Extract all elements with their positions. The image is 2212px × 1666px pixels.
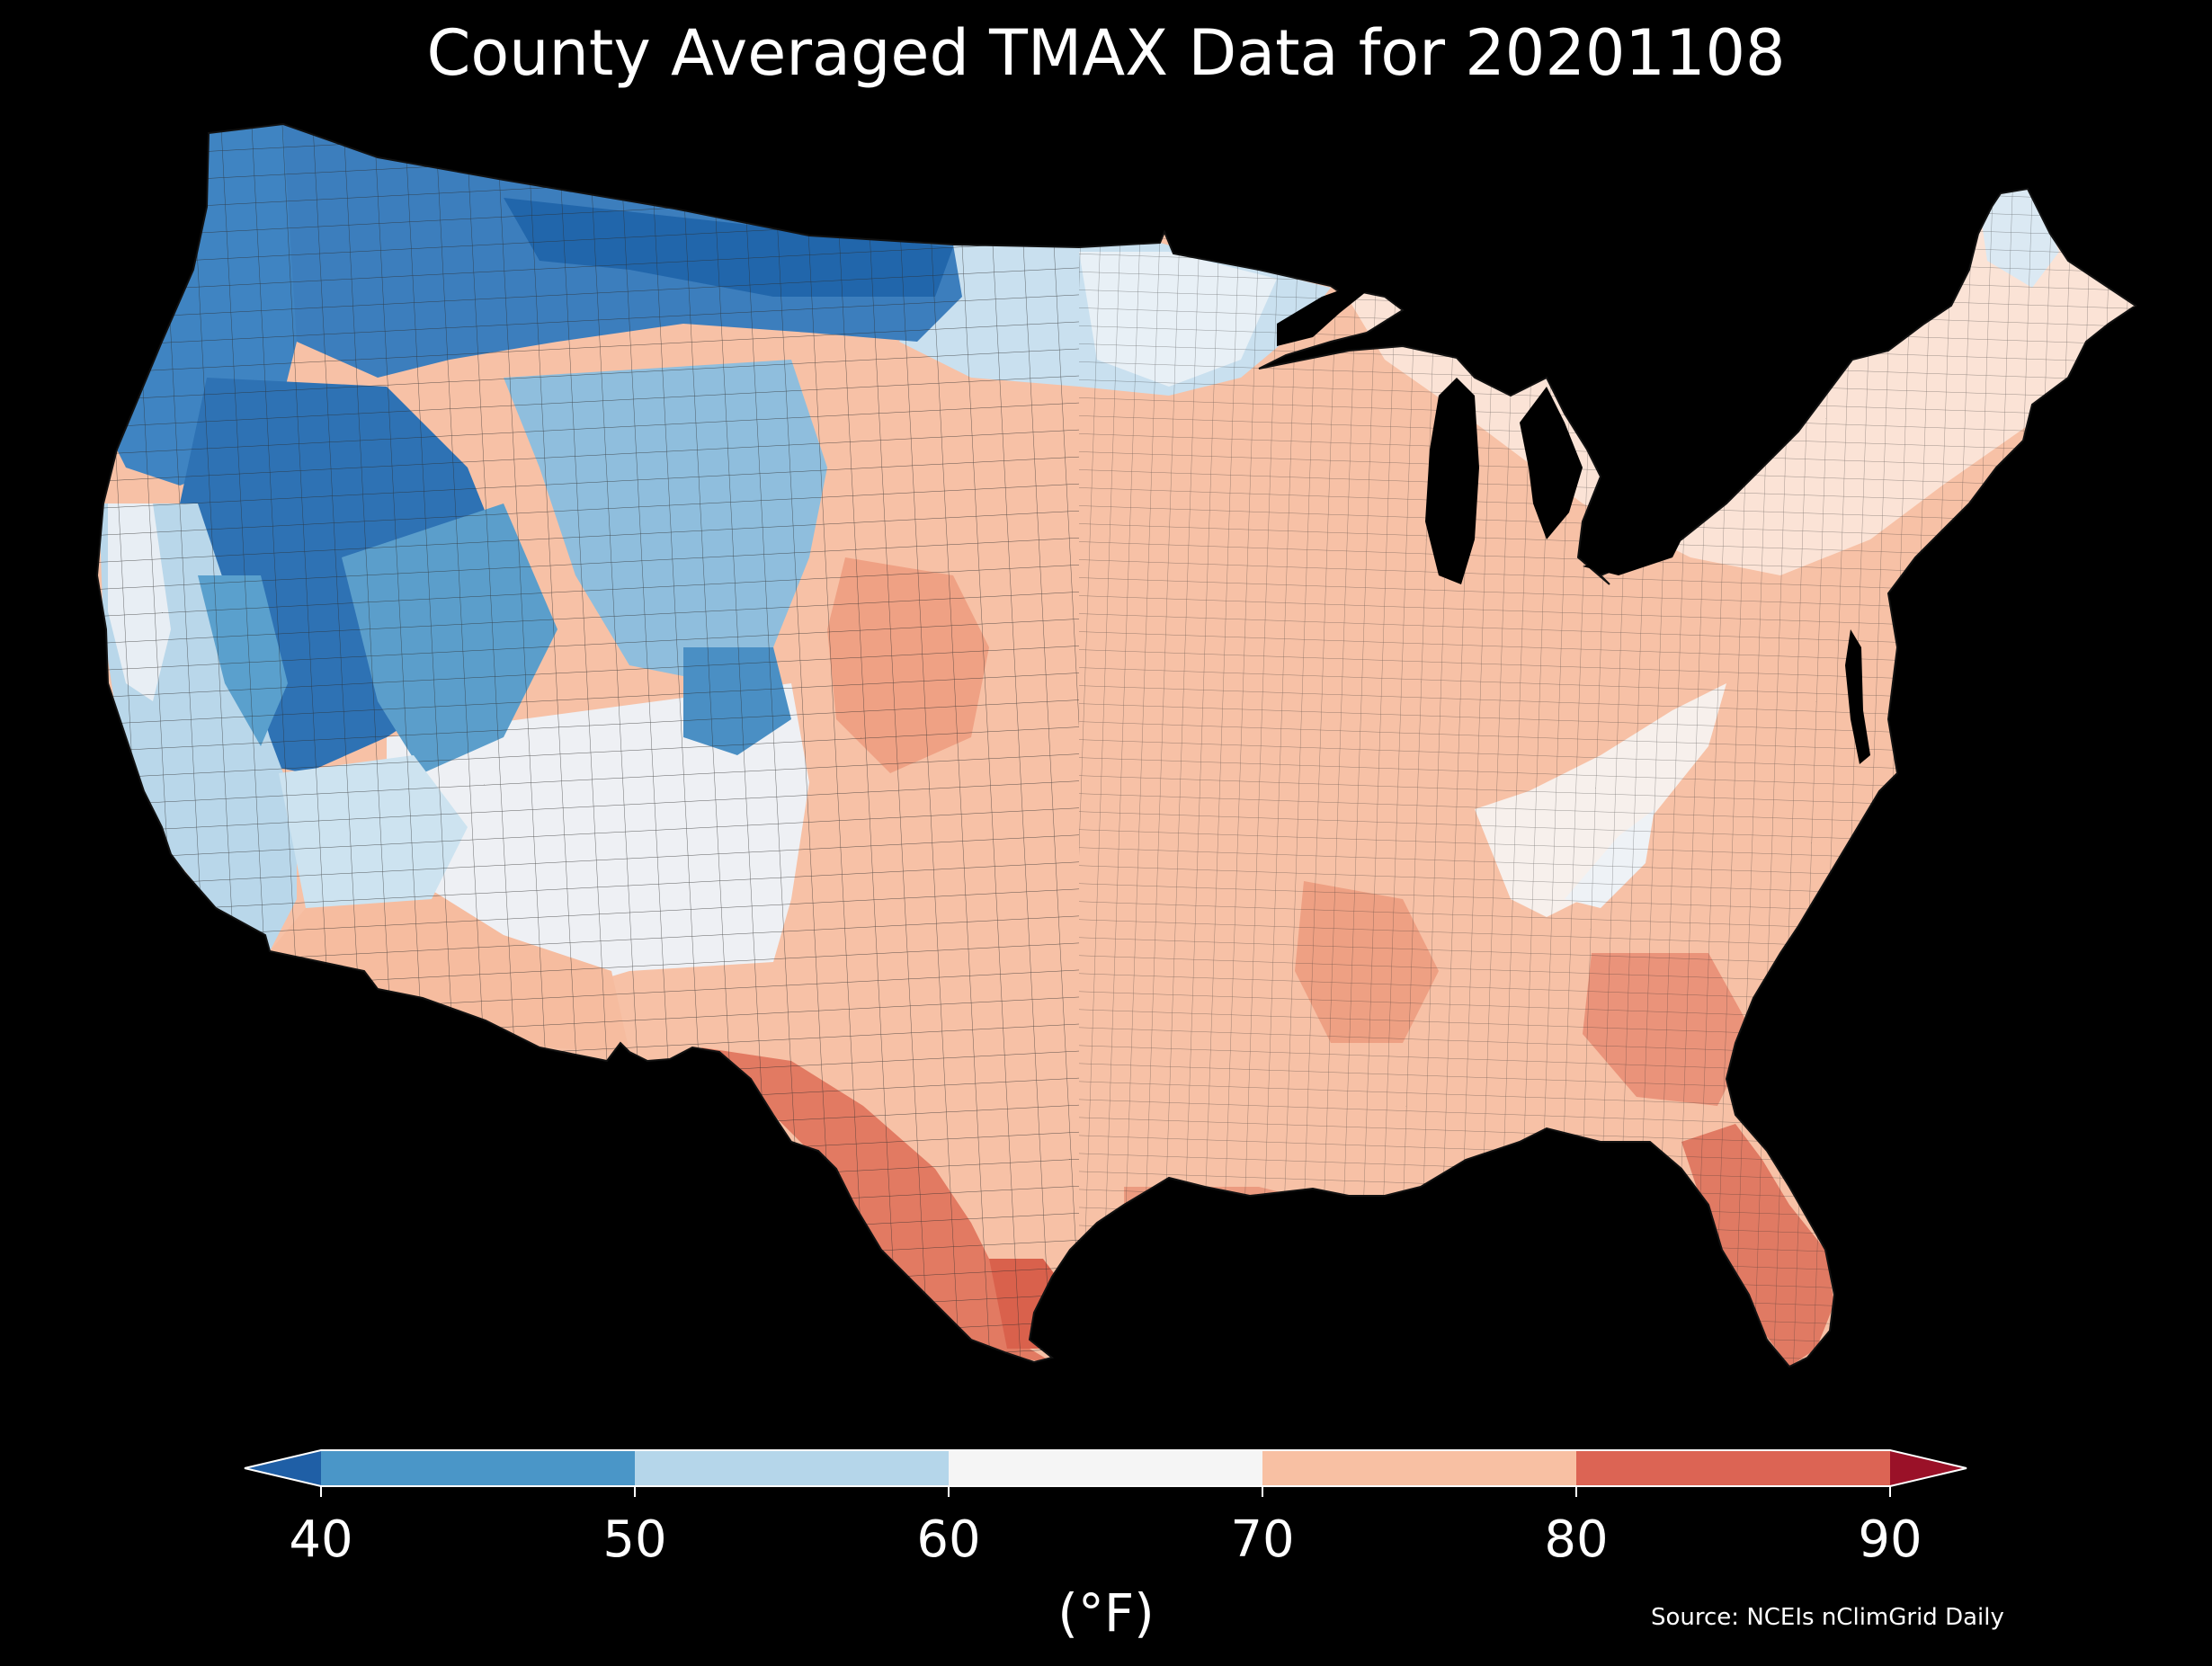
lake-michigan — [1425, 378, 1479, 584]
lake-erie — [1583, 539, 1681, 575]
colorbar-unit-label: (°F) — [1057, 1582, 1155, 1644]
map-title: County Averaged TMAX Data for 20201108 — [426, 16, 1786, 90]
colorbar-tick-label: 40 — [289, 1510, 353, 1569]
colorbar-tick-label: 70 — [1230, 1510, 1295, 1569]
lake-superior — [1277, 281, 1371, 346]
colorbar-extend-low — [245, 1450, 321, 1486]
colorbar-tick-label: 90 — [1858, 1510, 1922, 1569]
colorbar-segment — [949, 1450, 1263, 1486]
colorbar-segment — [1262, 1450, 1577, 1486]
colorbar-segment — [1576, 1450, 1891, 1486]
lake-huron — [1520, 387, 1583, 539]
chesapeake-bay — [1845, 629, 1870, 764]
colorbar-segment — [635, 1450, 950, 1486]
colorbar-extend-high — [1890, 1450, 1967, 1486]
colorbar-segment — [321, 1450, 636, 1486]
source-note: Source: NCEIs nClimGrid Daily — [1651, 1604, 2004, 1631]
us-outline — [95, 122, 2137, 1368]
colorbar-tick-label: 80 — [1544, 1510, 1609, 1569]
colorbar-tick-label: 60 — [916, 1510, 981, 1569]
colorbar-tick-label: 50 — [602, 1510, 667, 1569]
